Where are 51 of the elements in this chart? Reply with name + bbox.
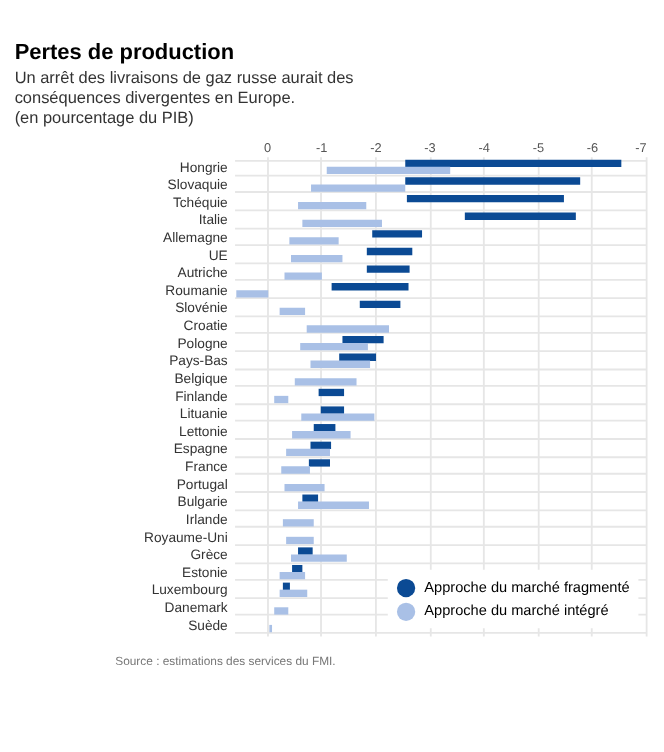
bar [306,325,390,333]
bar [298,547,313,555]
legend-label: Approche du marché fragmenté [424,577,630,596]
bar [292,565,303,573]
bar [284,483,325,492]
bar [359,300,401,309]
bar [282,582,290,590]
bar [464,212,576,220]
bar [326,166,451,175]
bar [298,202,367,210]
bar [292,431,351,439]
bar [310,441,332,449]
text: (en pourcentage du PIB) [14,109,195,128]
bar [274,607,289,615]
bar [339,353,377,361]
bar [294,378,357,386]
bar [406,194,564,203]
bar [366,265,410,273]
bar [366,247,413,256]
chart-subtitle: Un arrêt des livraisons de gaz russe aurait des conséquences divergentes en Europe. [14,69,354,108]
bar [284,272,322,280]
bar [279,589,308,597]
bar [274,395,289,404]
bar [311,184,406,192]
bar [372,230,423,238]
bar [298,501,369,509]
bar [302,219,382,227]
bar [308,459,330,467]
bar [236,290,269,298]
bar [291,254,343,263]
bar [405,177,581,185]
bar [405,159,622,168]
bar [320,406,345,414]
bar [286,536,314,545]
bar [300,342,368,351]
bar [289,237,339,245]
bar [313,424,336,432]
bar [301,413,375,421]
bar [291,554,347,562]
bar [281,466,310,474]
bar [286,448,330,457]
legend-label: Approche du marché intégré [424,601,609,620]
bar [302,494,319,502]
bar [331,283,409,291]
bar [310,360,371,368]
bar [279,572,306,580]
bar [318,388,345,397]
chart-title: Pertes de production [14,41,235,66]
bar [279,307,306,316]
bar [342,335,384,344]
bar [282,519,314,527]
